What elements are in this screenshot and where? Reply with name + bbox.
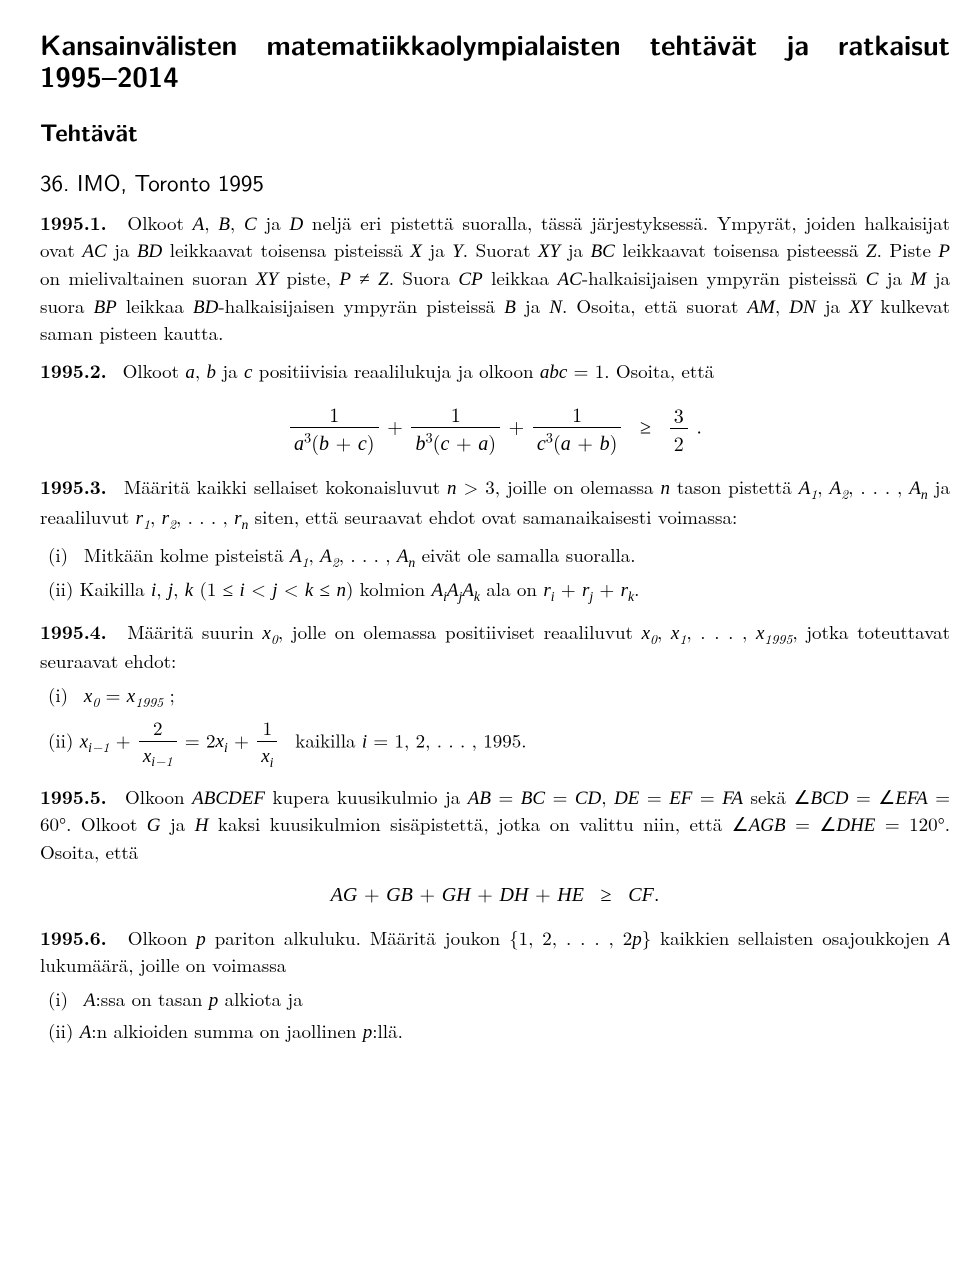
problem-intro: Olkoon ABCDEF kupera kuusikulmio ja AB =… [40, 783, 950, 865]
problem-number: 1995.4. [40, 617, 107, 645]
problem-1995-3: 1995.3. Määritä kaikki sellaiset kokonai… [40, 474, 950, 607]
problem-1995-5: 1995.5. Olkoon ABCDEF kupera kuusikulmio… [40, 784, 950, 909]
problem-intro: Määritä kaikki sellaiset kokonaisluvut n… [40, 473, 950, 530]
problem-1995-1: 1995.1. Olkoot A, B, C ja D neljä eri pi… [40, 210, 950, 346]
problem-intro: Olkoon p pariton alkuluku. Määritä jouko… [40, 924, 950, 979]
problem-intro: Määritä suurin x0, jolle on olemassa pos… [40, 618, 950, 674]
list-item: (i) A:ssa on tasan p alkiota ja [48, 986, 950, 1014]
problem-number: 1995.1. [40, 208, 107, 236]
problem-number: 1995.3. [40, 472, 107, 500]
list-item: (i) x0 = x1995 ; [48, 682, 950, 711]
problem-1995-2: 1995.2. Olkoot a, b ja c positiivisia re… [40, 358, 950, 458]
problem-number: 1995.5. [40, 782, 107, 810]
problem-number: 1995.6. [40, 923, 107, 951]
section-heading: Tehtävät [40, 116, 950, 148]
page-title: Kansainvälisten matematiikkaolympialaist… [40, 28, 950, 92]
equation: AG + GB + GH + DH + HE ≥ CF. [40, 879, 950, 909]
list-item: (ii) Kaikilla i, j, k (1 ≤ i < j < k ≤ n… [48, 576, 950, 606]
list-item: (ii) A:n alkioiden summa on jaollinen p:… [48, 1018, 950, 1046]
event-heading: 36. IMO, Toronto 1995 [40, 167, 950, 198]
problem-number: 1995.2. [40, 356, 107, 384]
problem-1995-4: 1995.4. Määritä suurin x0, jolle on olem… [40, 619, 950, 772]
list-item: (ii) xi−1 + 2xi−1 = 2xi + 1xi kaikilla i… [48, 715, 950, 772]
list-item: (i) Mitkään kolme pisteistä A1, A2, . . … [48, 542, 950, 572]
problem-1995-6: 1995.6. Olkoon p pariton alkuluku. Määri… [40, 925, 950, 1046]
problem-intro: Olkoot a, b ja c positiivisia reaaliluku… [123, 357, 715, 384]
equation: 1a3(b + c) + 1b3(c + a) + 1c3(a + b) ≥ 3… [40, 400, 950, 458]
problem-body: Olkoot A, B, C ja D neljä eri pistettä s… [40, 209, 950, 347]
